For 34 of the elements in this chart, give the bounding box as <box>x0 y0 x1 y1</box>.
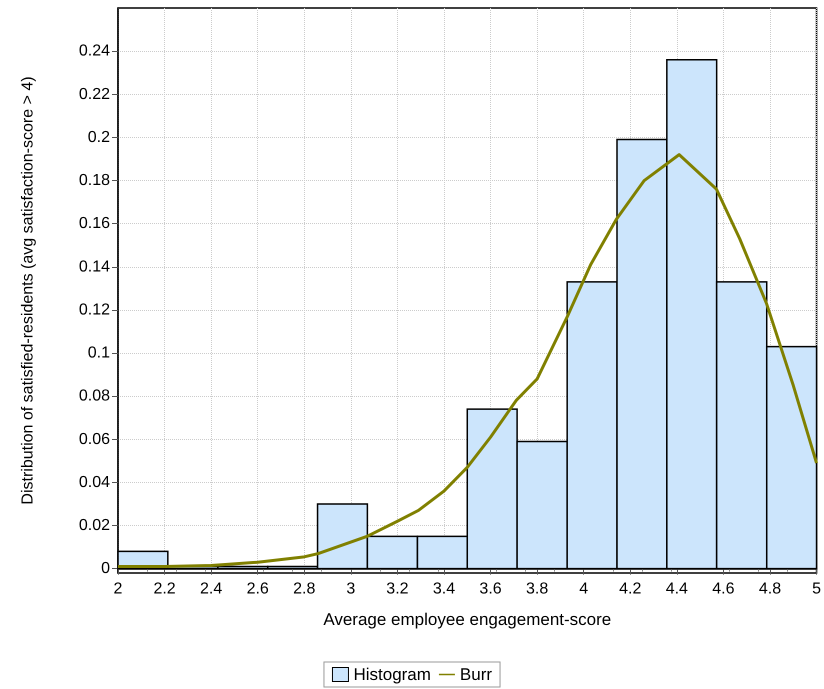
x-tick-label: 2.4 <box>200 580 222 598</box>
x-tick-label: 4.6 <box>712 580 735 598</box>
y-tick-label: 0.06 <box>78 430 110 448</box>
x-tick-label: 3.6 <box>479 580 502 598</box>
x-tick-label: 4 <box>579 580 588 598</box>
y-tick-label: 0.14 <box>78 258 110 276</box>
y-tick-label: 0.12 <box>78 301 110 318</box>
x-tick-label: 2 <box>114 580 123 598</box>
x-tick-label: 3 <box>346 580 356 598</box>
y-tick-label: 0.24 <box>78 42 110 60</box>
y-tick-label: 0.2 <box>88 128 110 146</box>
line-series <box>116 153 818 568</box>
x-tick-label: 2.8 <box>293 580 316 598</box>
legend-label: Burr <box>460 665 492 684</box>
x-tick-label: 3.8 <box>526 580 548 598</box>
y-tick-label: 0.1 <box>88 344 110 362</box>
x-tick-label: 4.2 <box>619 580 642 598</box>
y-tick-label: 0.18 <box>78 172 110 190</box>
y-tick-label: 0.22 <box>78 86 110 103</box>
x-tick-label: 3.4 <box>432 580 456 598</box>
x-tick-label: 4.8 <box>758 580 782 598</box>
y-tick-label: 0.02 <box>78 517 110 534</box>
y-tick-label: 0.04 <box>78 474 110 491</box>
x-axis-title: Average employee engagement-score <box>323 610 612 629</box>
y-axis-title: Distribution of satisfied-residents (avg satisfaction-score > 4) <box>20 76 36 505</box>
x-tick-label: 2.2 <box>153 580 176 598</box>
legend-label: Histogram <box>353 665 431 684</box>
y-tick-label: 0.16 <box>78 215 110 232</box>
x-tick-label: 5 <box>812 580 822 598</box>
x-tick-label: 4.4 <box>666 580 688 598</box>
y-tick-label: 0.08 <box>78 388 110 405</box>
y-tick-label: 0 <box>101 560 110 578</box>
x-tick-label: 2.6 <box>246 580 269 598</box>
x-tick-label: 3.2 <box>386 580 409 598</box>
